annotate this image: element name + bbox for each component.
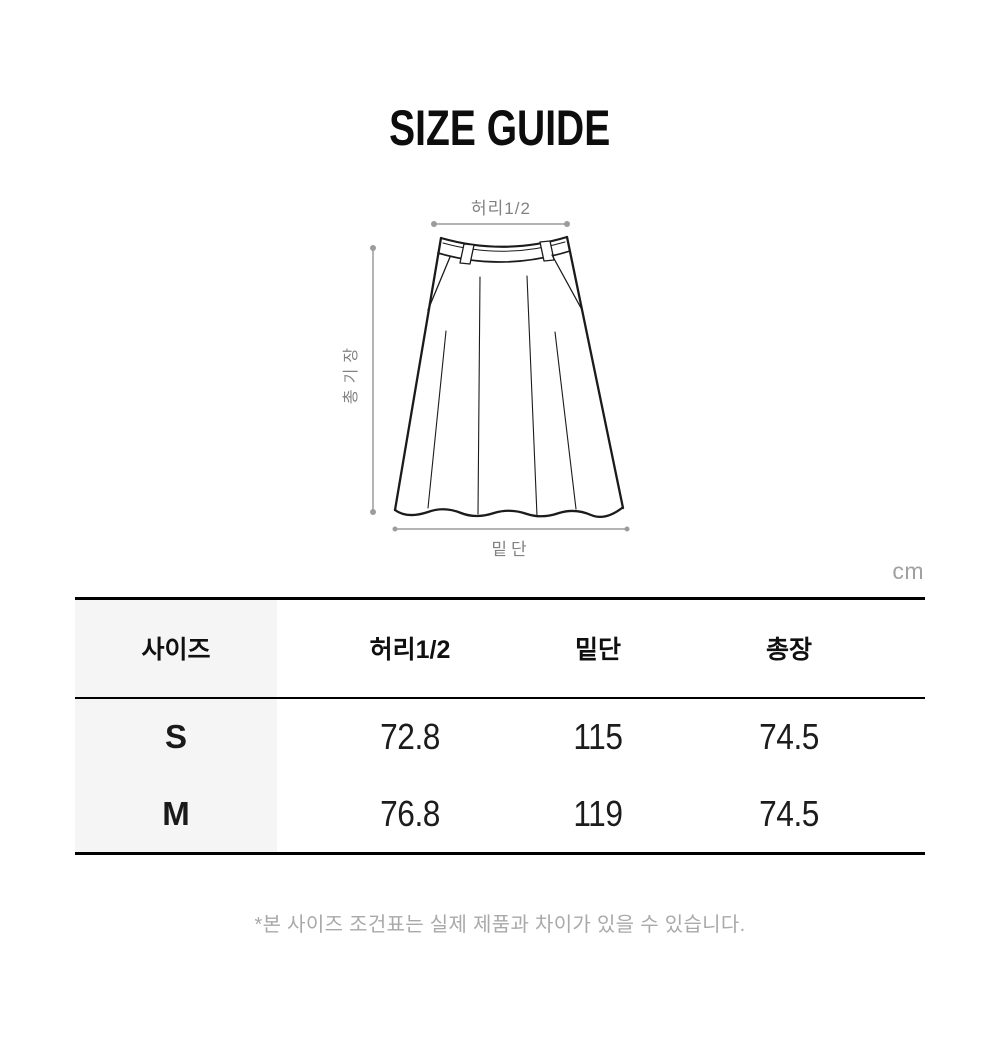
row-s-size: S [75, 697, 277, 776]
row-m-length: 74.5 [759, 792, 819, 834]
row-s-length: 74.5 [759, 716, 819, 757]
col-header-length: 총장 [765, 636, 812, 665]
waist-measure-line [431, 221, 570, 227]
row-s-waist: 72.8 [380, 716, 440, 757]
row-m-size: M [75, 775, 277, 854]
length-measure-label: 총기장 [342, 342, 360, 404]
skirt-diagram: 허리1/2 총기장 밑단 [330, 186, 680, 566]
size-table: 사이즈 허리1/2 밑단 총장 S 72.8 115 74.5 M 76.8 1… [75, 597, 925, 855]
row-m-waist: 76.8 [380, 792, 440, 834]
skirt-sketch [393, 235, 625, 518]
length-measure-line [370, 245, 376, 515]
col-header-size: 사이즈 [75, 598, 277, 698]
page-title: SIZE GUIDE [0, 101, 1000, 155]
row-s-hem: 115 [573, 716, 623, 757]
col-header-hem: 밑단 [574, 636, 621, 665]
hem-measure-label: 밑단 [491, 540, 530, 559]
table-row-s: S 72.8 115 74.5 [75, 697, 925, 776]
row-m-hem: 119 [573, 792, 623, 834]
table-row-m: M 76.8 119 74.5 [75, 775, 925, 854]
col-header-waist: 허리1/2 [369, 636, 451, 665]
waist-measure-label: 허리1/2 [471, 199, 531, 218]
disclaimer-note: *본 사이즈 조건표는 실제 제품과 차이가 있을 수 있습니다. [254, 914, 746, 936]
table-header-row: 사이즈 허리1/2 밑단 총장 [75, 598, 925, 698]
page-title-text: SIZE GUIDE [389, 100, 611, 156]
hem-measure-line [392, 526, 630, 532]
unit-label: cm [892, 558, 924, 584]
